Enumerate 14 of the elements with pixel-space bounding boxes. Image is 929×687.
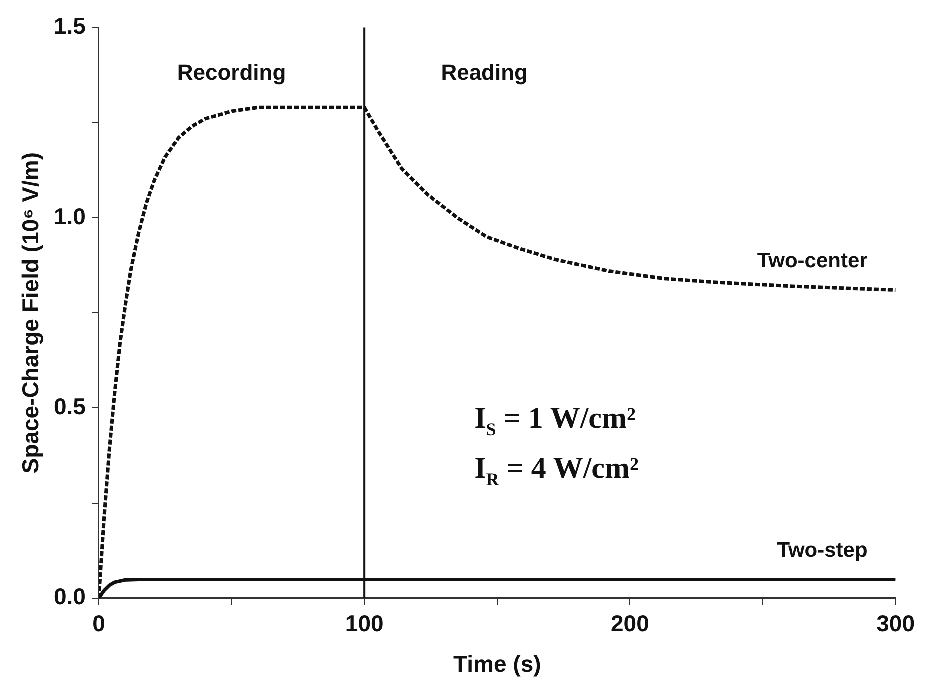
x-tick-label: 100 bbox=[345, 610, 384, 637]
series-label: Two-center bbox=[757, 250, 868, 273]
y-tick-label: 0.0 bbox=[54, 584, 86, 610]
x-axis-title: Time (s) bbox=[454, 650, 542, 677]
y-axis-title: Space-Charge Field (10⁶ V/m) bbox=[17, 152, 44, 474]
x-tick-label: 300 bbox=[876, 610, 915, 637]
x-tick-label: 0 bbox=[92, 610, 106, 637]
x-tick-label: 200 bbox=[611, 610, 650, 637]
annotation: Reading bbox=[441, 60, 528, 85]
series-label: Two-step bbox=[777, 539, 868, 562]
annotation: Recording bbox=[177, 60, 286, 85]
y-tick-label: 1.0 bbox=[54, 203, 86, 230]
y-tick-label: 1.5 bbox=[54, 13, 86, 40]
y-tick-label: 0.5 bbox=[54, 394, 86, 420]
